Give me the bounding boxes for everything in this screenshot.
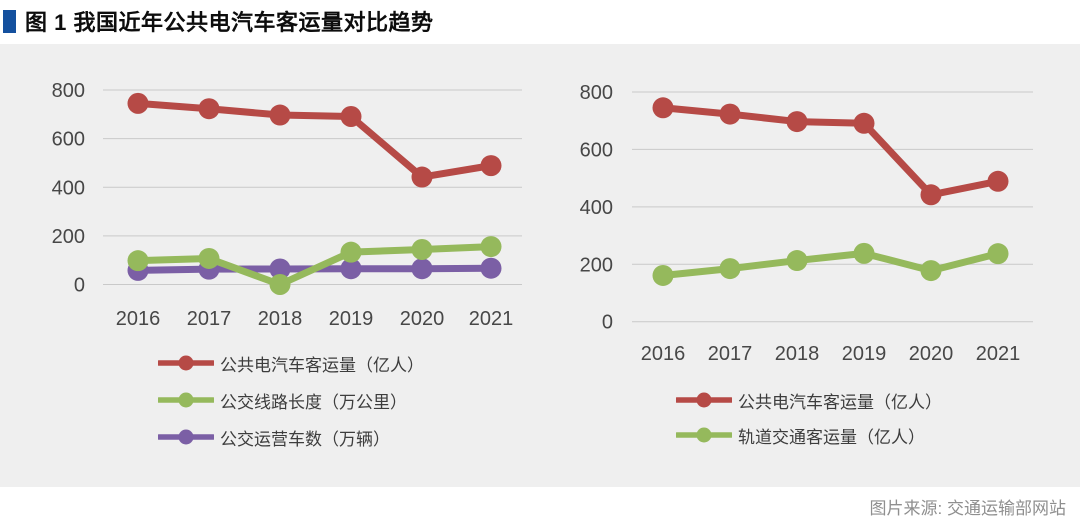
x-axis-tick-label: 2017 bbox=[708, 343, 753, 365]
y-axis-tick-label: 400 bbox=[52, 177, 85, 199]
chart-panel: 0 200 400 600 800 2016 2017 2018 2019 2020 2021 公共… bbox=[0, 44, 1080, 487]
x-axis-tick-label: 2021 bbox=[976, 343, 1021, 365]
data-point bbox=[920, 184, 942, 206]
legend-line-marker-icon bbox=[676, 427, 732, 443]
x-axis-tick-label: 2017 bbox=[187, 308, 232, 330]
data-point bbox=[719, 103, 741, 125]
data-point bbox=[198, 247, 220, 269]
right-line-chart: 0 200 400 600 800 2016 2017 2018 2019 2020 2021 bbox=[580, 82, 1033, 365]
left-line-chart: 0 200 400 600 800 2016 2017 2018 2019 2020 2021 bbox=[52, 80, 522, 330]
data-point bbox=[853, 112, 875, 134]
x-axis-tick-label: 2019 bbox=[329, 308, 374, 330]
title-marker bbox=[3, 9, 16, 33]
legend-line-marker-icon bbox=[676, 392, 732, 408]
x-axis-tick-label: 2018 bbox=[775, 343, 820, 365]
data-point bbox=[269, 258, 291, 280]
series-line bbox=[134, 99, 495, 181]
data-point bbox=[987, 170, 1009, 192]
x-axis-tick-label: 2019 bbox=[842, 343, 887, 365]
y-axis-tick-label: 400 bbox=[580, 197, 613, 219]
legend-label: 公交线路长度（万公里） bbox=[220, 392, 407, 412]
data-point bbox=[786, 111, 808, 133]
legend-item: 公交线路长度（万公里） bbox=[158, 390, 424, 412]
data-point bbox=[480, 155, 502, 177]
series-line bbox=[659, 249, 1002, 279]
data-point bbox=[127, 92, 149, 114]
data-point bbox=[920, 260, 942, 282]
data-point bbox=[269, 104, 291, 126]
legend-label: 公共电汽车客运量（亿人） bbox=[220, 355, 424, 375]
data-point bbox=[198, 98, 220, 120]
series-line bbox=[134, 243, 495, 288]
data-point bbox=[480, 257, 502, 279]
data-point bbox=[652, 97, 674, 119]
legend-item: 公共电汽车客运量（亿人） bbox=[158, 353, 424, 375]
data-point bbox=[719, 258, 741, 280]
data-point bbox=[786, 250, 808, 272]
x-axis-tick-label: 2018 bbox=[258, 308, 303, 330]
image-source-note: 图片来源: 交通运输部网站 bbox=[869, 499, 1066, 518]
series-line bbox=[659, 104, 1002, 199]
legend-line-marker-icon bbox=[158, 429, 214, 445]
data-point bbox=[853, 242, 875, 264]
y-axis-tick-label: 600 bbox=[580, 139, 613, 161]
data-point bbox=[411, 166, 433, 188]
legend-item: 公共电汽车客运量（亿人） bbox=[676, 390, 942, 412]
y-axis-tick-label: 800 bbox=[580, 82, 613, 104]
y-axis-tick-label: 200 bbox=[52, 226, 85, 248]
data-point bbox=[480, 236, 502, 258]
y-axis-tick-label: 200 bbox=[580, 254, 613, 276]
data-point bbox=[987, 243, 1009, 265]
legend-line-marker-icon bbox=[158, 355, 214, 371]
y-axis-tick-label: 0 bbox=[74, 275, 85, 297]
legend-label: 公共电汽车客运量（亿人） bbox=[738, 392, 942, 412]
left-chart-legend: 公共电汽车客运量（亿人） 公交线路长度（万公里） 公交运营车数（万辆） bbox=[158, 353, 424, 449]
x-axis-tick-label: 2016 bbox=[641, 343, 686, 365]
figure-title: 图 1 我国近年公共电汽车客运量对比趋势 bbox=[25, 10, 434, 35]
x-axis-tick-label: 2020 bbox=[909, 343, 954, 365]
x-axis-tick-label: 2021 bbox=[469, 308, 514, 330]
legend-label: 公交运营车数（万辆） bbox=[220, 429, 390, 449]
data-point bbox=[127, 250, 149, 272]
legend-line-marker-icon bbox=[158, 392, 214, 408]
x-axis-tick-label: 2016 bbox=[116, 308, 161, 330]
data-point bbox=[340, 106, 362, 128]
y-axis-tick-label: 800 bbox=[52, 80, 85, 102]
data-point bbox=[340, 258, 362, 280]
legend-item: 轨道交通客运量（亿人） bbox=[676, 425, 942, 447]
legend-item: 公交运营车数（万辆） bbox=[158, 427, 424, 449]
figure-header: 图 1 我国近年公共电汽车客运量对比趋势 bbox=[3, 5, 433, 37]
legend-label: 轨道交通客运量（亿人） bbox=[738, 427, 925, 447]
data-point bbox=[340, 241, 362, 263]
x-axis-tick-label: 2020 bbox=[400, 308, 445, 330]
y-axis-tick-label: 0 bbox=[602, 312, 613, 334]
y-axis-tick-label: 600 bbox=[52, 129, 85, 151]
data-point bbox=[411, 238, 433, 260]
data-point bbox=[269, 274, 291, 295]
data-point bbox=[411, 258, 433, 280]
data-point bbox=[652, 264, 674, 286]
right-chart-legend: 公共电汽车客运量（亿人） 轨道交通客运量（亿人） bbox=[676, 390, 942, 447]
